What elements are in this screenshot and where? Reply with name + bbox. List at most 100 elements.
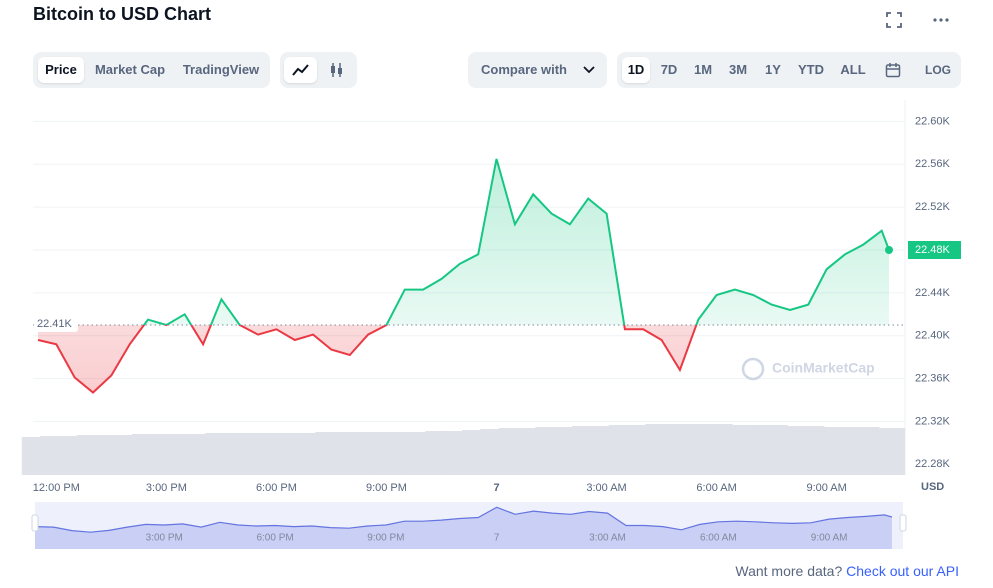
last-label-bg	[908, 241, 961, 259]
api-link[interactable]: Check out our API	[846, 563, 959, 579]
volume-bar	[847, 427, 880, 475]
volume-bar	[223, 433, 256, 475]
volume-bar	[260, 433, 293, 475]
volume-bar	[553, 427, 587, 475]
range[interactable]: 7D	[660, 62, 678, 77]
volume-bar	[351, 432, 385, 475]
volume-bar	[186, 434, 220, 475]
volume-bar	[406, 432, 440, 475]
navigator-tick-label: 6:00 AM	[700, 533, 737, 544]
line-type[interactable]	[284, 57, 317, 83]
x-tick-label: 6:00 PM	[256, 482, 297, 494]
icon	[292, 64, 309, 76]
range[interactable]: 3M	[728, 62, 748, 77]
volume-bar	[58, 436, 91, 475]
volume-bar	[425, 431, 458, 475]
baseline-label-bg	[34, 316, 78, 332]
last-label: 22.48K	[915, 244, 951, 256]
dot	[945, 18, 949, 22]
volume-bar	[205, 433, 238, 475]
tab[interactable]: TradingView	[182, 62, 260, 77]
volume-bar	[517, 428, 550, 475]
x-tick-label: 6:00 AM	[696, 482, 736, 494]
volume-bar	[718, 425, 752, 475]
volume-bar	[535, 427, 568, 475]
line-icon	[292, 64, 309, 76]
y-tick-label: 22.52K	[915, 201, 951, 213]
title: Bitcoin to USD Chart	[33, 4, 211, 24]
line-up	[142, 158, 890, 325]
tab[interactable]: Price	[38, 57, 84, 83]
volume-bar	[21, 437, 55, 475]
line-down	[37, 325, 698, 394]
navigator-handle	[899, 514, 907, 532]
calendar-icon[interactable]	[885, 62, 901, 78]
y-unit: USD	[921, 481, 944, 493]
x-tick-label: 3:00 PM	[146, 482, 187, 494]
y-tick-label: 22.36K	[915, 372, 951, 384]
candle-type[interactable]	[320, 57, 353, 83]
compare-dropdown[interactable]: Compare with	[468, 52, 607, 88]
tab[interactable]: Market Cap	[94, 62, 166, 77]
volume-bar	[150, 434, 183, 475]
y-tick-label: 22.32K	[915, 415, 951, 427]
y-tick-label: 22.56K	[915, 158, 951, 170]
volume-bar	[682, 424, 715, 475]
volume-bar	[498, 428, 532, 475]
volume-bar	[572, 426, 605, 475]
area-down	[38, 325, 889, 393]
volume-bar	[113, 435, 146, 475]
chart-type-group	[280, 52, 357, 88]
volume-bar	[608, 425, 642, 475]
navigator-handle	[31, 514, 39, 532]
log-toggle[interactable]: LOG	[925, 63, 951, 77]
volume-bar	[865, 428, 898, 475]
volume-bar	[792, 426, 825, 475]
y-tick-label: 22.28K	[915, 458, 951, 470]
volume-bar	[645, 424, 678, 475]
navigator-area	[35, 507, 892, 549]
volume-bar	[590, 426, 623, 475]
volume-bar	[810, 427, 843, 475]
baseline-label: 22.41K	[37, 318, 73, 330]
navigator-tick-label: 3:00 PM	[146, 533, 183, 544]
volume-bar	[755, 425, 788, 475]
range[interactable]: YTD	[798, 62, 824, 77]
volume-bar	[40, 436, 73, 475]
navigator-tick-label: 9:00 AM	[811, 533, 848, 544]
volume-bar	[241, 433, 275, 475]
icon	[583, 66, 595, 74]
volume-bar	[828, 427, 862, 475]
volume-bar	[278, 433, 311, 475]
volume-bar	[773, 426, 807, 475]
volume-bar	[443, 431, 476, 475]
volume-bar	[315, 432, 348, 475]
range-group: 1D 7D 1M 3M 1Y YTD ALL LOG	[617, 52, 961, 88]
volume-bar	[663, 424, 697, 475]
volume-bar	[737, 425, 770, 475]
icon	[338, 68, 342, 74]
chevron	[583, 66, 595, 74]
volume-bar	[700, 424, 733, 475]
compare-label[interactable]: Compare with	[481, 62, 567, 77]
volume-bar	[872, 428, 906, 475]
tab-group: Price Market Cap TradingView	[33, 52, 270, 88]
range[interactable]: 1M	[693, 62, 713, 77]
y-tick-label: 22.44K	[915, 287, 951, 299]
footer-text: Want more data?	[735, 563, 843, 579]
range[interactable]: 1Y	[765, 62, 781, 77]
x-tick-label: 9:00 PM	[366, 482, 407, 494]
range[interactable]: ALL	[840, 62, 866, 77]
x-tick-label: 7	[493, 482, 499, 494]
x-tick-label: 3:00 AM	[586, 482, 626, 494]
navigator-bg	[35, 502, 903, 549]
top-icons[interactable]	[884, 10, 954, 30]
x-tick-label: 9:00 AM	[806, 482, 846, 494]
y-tick-label: 22.48K	[915, 244, 951, 256]
volume-bar	[480, 429, 513, 475]
volume-bar	[131, 434, 165, 475]
range[interactable]: 1D	[622, 57, 650, 83]
expand-icon[interactable]	[886, 12, 902, 28]
